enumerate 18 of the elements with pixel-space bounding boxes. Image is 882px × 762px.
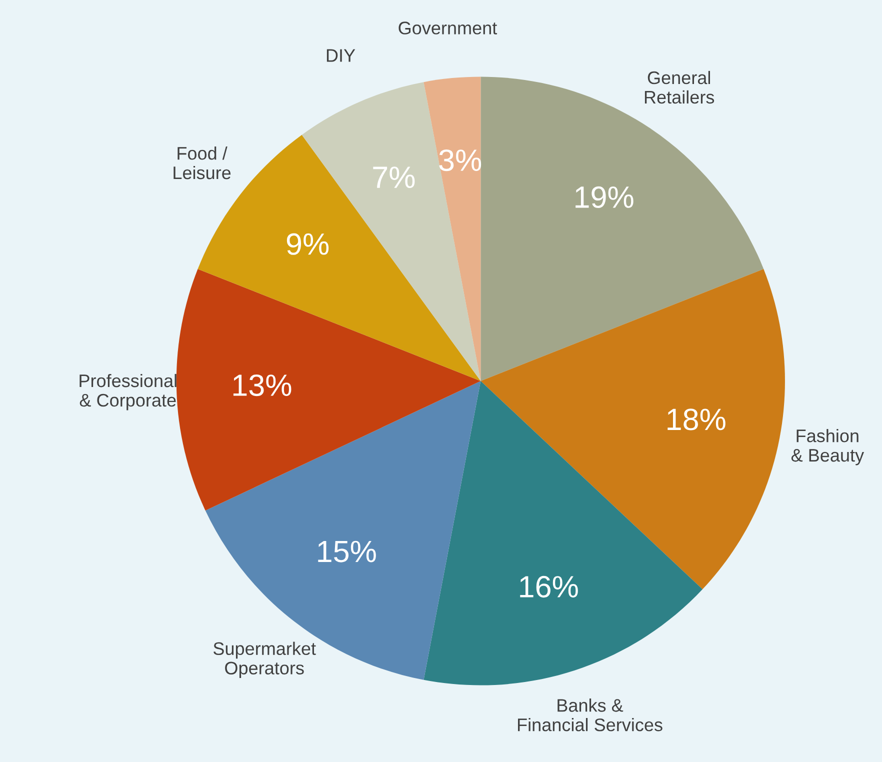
slice-label: Fashion & Beauty [791,429,864,466]
data-label: 16% [520,576,578,598]
data-label: 3% [439,149,482,172]
slice-label: Professional & Corporate [80,374,176,410]
pie-slice [424,76,481,381]
slice-label: DIY [326,49,356,62]
data-label: 7% [373,166,415,188]
data-label: 18% [668,408,726,430]
slice-label: Food / Leisure [174,146,231,180]
slice-label: General Retailers [644,70,714,104]
data-label: 15% [318,540,376,562]
data-label: 9% [286,233,329,255]
slice-label: Government [398,22,498,34]
data-label: 13% [233,374,292,396]
data-label: 19% [576,186,634,208]
pie-slice [176,268,481,511]
slice-label: Supermarket Operators [213,642,316,678]
slice-label: Banks & Financial Services [518,698,662,732]
